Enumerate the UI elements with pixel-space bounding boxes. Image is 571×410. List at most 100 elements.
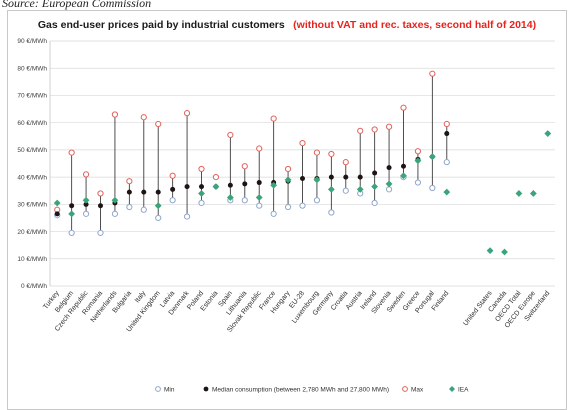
iea-point <box>400 172 407 180</box>
max-point <box>111 111 119 118</box>
median-point <box>343 174 349 180</box>
max-point <box>155 120 162 128</box>
max-point <box>227 131 234 139</box>
median-point <box>141 189 147 195</box>
grid-lines <box>49 40 555 287</box>
iea-point <box>212 183 220 191</box>
iea-point <box>270 181 278 189</box>
iea-point <box>428 153 436 161</box>
legend: Min Median consumption (between 2,780 MWh… <box>155 386 469 393</box>
min-point <box>256 202 263 209</box>
max-point <box>270 115 277 122</box>
iea-point <box>486 247 494 255</box>
max-point <box>357 127 364 134</box>
min-point <box>284 203 292 211</box>
chart-title: Gas end-user prices paid by industrial c… <box>38 15 536 32</box>
max-point <box>82 171 90 178</box>
min-point <box>111 210 119 217</box>
iea-point <box>501 248 508 256</box>
min-point <box>97 229 104 237</box>
iea-point <box>414 157 422 165</box>
legend-label-min: Min <box>164 386 175 393</box>
median-point <box>199 184 204 190</box>
median-point <box>155 189 161 195</box>
y-tick-label: 10 €/MWh <box>17 256 47 263</box>
y-tick-label: 60 €/MWh <box>17 120 47 127</box>
max-point <box>371 126 378 133</box>
y-tick-label: 70 €/MWh <box>17 93 47 100</box>
median-point <box>300 175 305 181</box>
max-point <box>313 149 321 156</box>
median-point <box>444 131 450 137</box>
y-tick-label: 20 €/MWh <box>17 229 47 236</box>
max-point <box>414 148 422 155</box>
y-tick-label: 50 €/MWh <box>17 147 47 154</box>
iea-point <box>226 194 234 201</box>
min-point <box>126 203 133 211</box>
iea-point <box>356 185 364 193</box>
max-point <box>97 190 104 197</box>
min-point <box>328 209 335 216</box>
iea-point <box>313 176 321 184</box>
median-point <box>98 203 103 209</box>
data-markers <box>53 70 552 256</box>
y-tick-label: 30 €/MWh <box>17 202 47 209</box>
range-lines <box>56 73 448 233</box>
median-point <box>328 174 334 180</box>
min-point <box>342 187 349 194</box>
min-point <box>140 206 147 213</box>
max-point <box>198 165 205 173</box>
iea-point <box>515 190 523 197</box>
max-point <box>169 172 176 179</box>
y-tick-label: 80 €/MWh <box>17 65 47 72</box>
min-point <box>169 197 176 204</box>
max-point <box>68 149 75 156</box>
min-point <box>270 210 277 217</box>
max-point <box>429 70 436 77</box>
min-point <box>371 199 378 207</box>
iea-point <box>255 194 263 201</box>
iea-point <box>371 183 379 191</box>
max-point <box>299 139 306 147</box>
median-point <box>227 182 233 188</box>
max-point <box>385 123 393 130</box>
iea-point <box>544 130 552 137</box>
legend-marker-max <box>402 386 408 392</box>
gas-price-chart: Gas end-user prices paid by industrial c… <box>17 15 555 393</box>
y-tick-label: 0 €/MWh <box>21 283 47 290</box>
iea-point <box>529 190 537 197</box>
min-point <box>313 197 321 204</box>
min-point <box>183 213 191 220</box>
legend-marker-iea <box>449 386 455 392</box>
median-point <box>170 186 176 192</box>
median-point <box>126 189 132 195</box>
legend-marker-min <box>155 386 161 392</box>
legend-marker-median <box>203 386 209 392</box>
max-point <box>183 110 191 117</box>
max-point <box>328 150 335 158</box>
iea-point <box>327 185 335 193</box>
max-point <box>443 120 450 128</box>
legend-item-min: Min <box>155 386 175 393</box>
iea-point <box>385 180 393 188</box>
y-tick-label: 40 €/MWh <box>17 174 47 181</box>
min-point <box>198 199 205 207</box>
legend-item-median: Median consumption (between 2,780 MWh an… <box>203 386 389 393</box>
iea-point <box>111 196 119 204</box>
legend-item-iea: IEA <box>449 386 469 393</box>
min-point <box>429 184 436 192</box>
max-point <box>126 178 133 185</box>
max-point <box>284 165 292 173</box>
min-point <box>443 159 450 166</box>
max-point <box>241 163 248 170</box>
iea-point <box>154 202 162 210</box>
min-point <box>299 202 306 209</box>
median-point <box>83 201 89 207</box>
max-point <box>140 114 147 121</box>
iea-point <box>443 188 451 196</box>
y-tick-label: 90 €/MWh <box>17 38 47 45</box>
median-point <box>184 184 190 190</box>
median-point <box>357 174 363 180</box>
min-point <box>155 214 162 222</box>
